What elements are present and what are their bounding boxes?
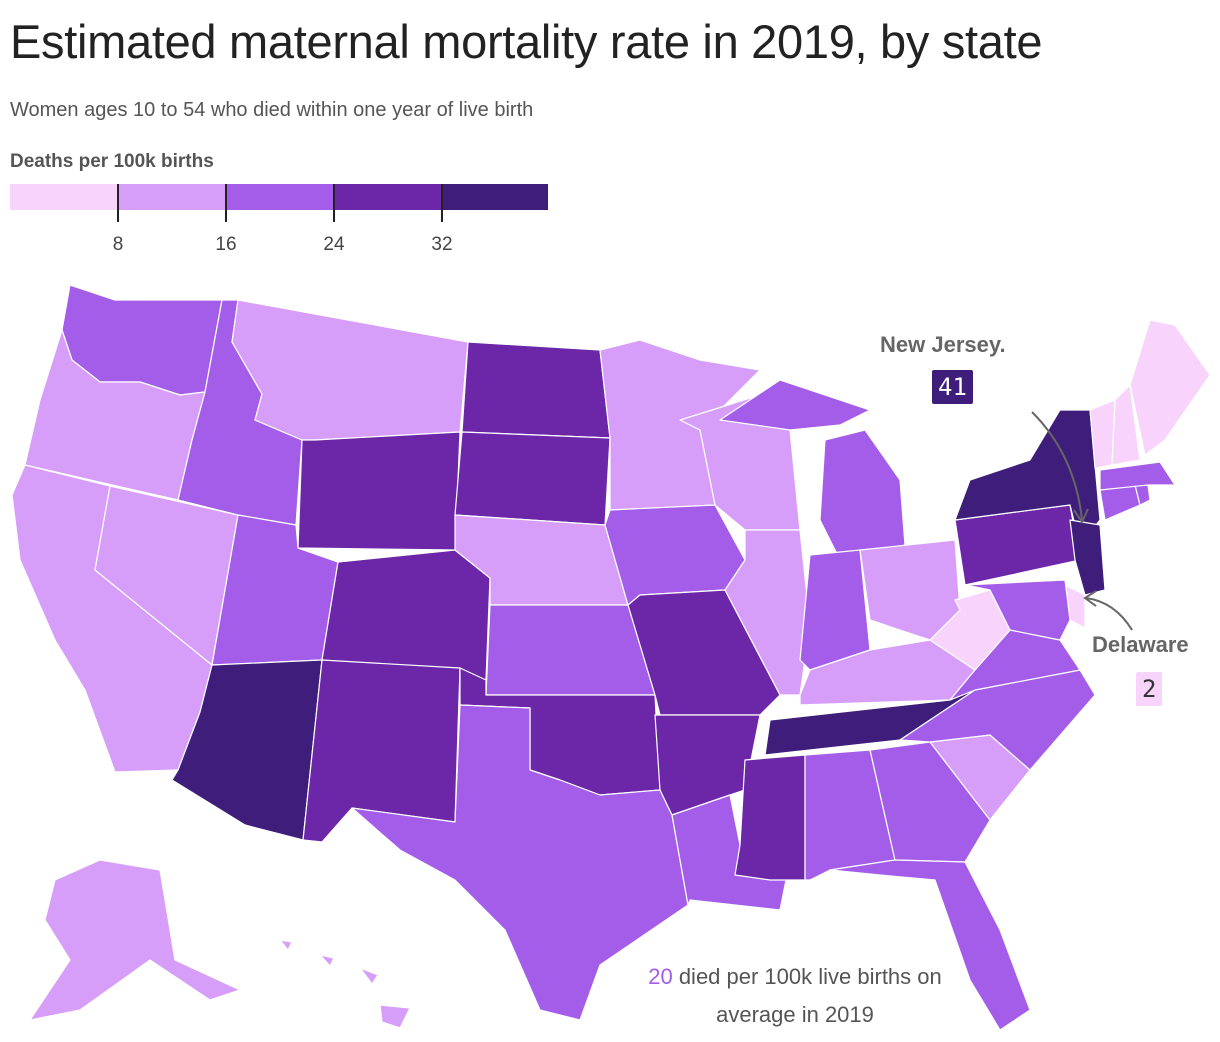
new-jersey-label: New Jersey. [880, 332, 1006, 357]
chart-subtitle: Women ages 10 to 54 who died within one … [10, 99, 534, 121]
footnote-text-line1: died per 100k live births on [672, 964, 942, 989]
state-co [321, 549, 491, 681]
legend-tick [333, 184, 335, 222]
average-footnote: 20 died per 100k live births on average … [560, 958, 1030, 1034]
state-tx [351, 704, 689, 1021]
legend-bin-3 [334, 184, 442, 210]
state-me [1129, 319, 1211, 456]
delaware-arrow [1085, 597, 1133, 631]
state-vt [1089, 399, 1116, 469]
state-nh [1111, 384, 1141, 466]
state-ak [29, 859, 241, 1021]
state-in [799, 549, 871, 671]
state-mo [627, 589, 781, 716]
color-legend [10, 184, 550, 264]
state-ms [734, 754, 806, 881]
state-sd [454, 431, 611, 526]
delaware-arrowhead [1083, 590, 1097, 607]
state-wy [297, 431, 461, 551]
legend-bin-2 [226, 184, 334, 210]
state-ct [1099, 484, 1141, 521]
legend-tick-label: 8 [112, 234, 124, 255]
legend-tick-label: 24 [323, 234, 345, 255]
delaware-label: Delaware [1092, 632, 1189, 657]
chart-title: Estimated maternal mortality rate in 201… [10, 15, 1043, 68]
new-jersey-arrow [1031, 411, 1083, 521]
legend-tick [441, 184, 443, 222]
legend-tick-label: 16 [215, 234, 237, 255]
state-ny [954, 409, 1101, 546]
state-il [724, 529, 811, 696]
legend-tick-label: 32 [431, 234, 453, 255]
legend-tick [117, 184, 119, 222]
delaware-value-badge: 2 [1136, 672, 1163, 706]
state-fl [829, 859, 1031, 1031]
state-nd [461, 341, 611, 439]
new-jersey-value-badge: 41 [932, 370, 973, 404]
new-jersey-arrowhead [1073, 508, 1089, 525]
state-ga [869, 741, 991, 863]
state-mt [231, 299, 469, 441]
average-value: 20 [648, 964, 673, 989]
state-ma [1099, 461, 1176, 491]
legend-bin-0 [10, 184, 118, 210]
state-la [671, 794, 791, 911]
state-ks [485, 604, 656, 696]
state-hi [279, 939, 411, 1029]
footnote-text-line2: average in 2019 [716, 1002, 874, 1027]
us-states-map [11, 284, 1211, 1031]
state-md [964, 579, 1071, 641]
legend-bin-4 [442, 184, 548, 210]
state-nj [1069, 519, 1106, 596]
legend-tick [225, 184, 227, 222]
legend-bin-1 [118, 184, 226, 210]
legend-title: Deaths per 100k births [10, 151, 214, 172]
